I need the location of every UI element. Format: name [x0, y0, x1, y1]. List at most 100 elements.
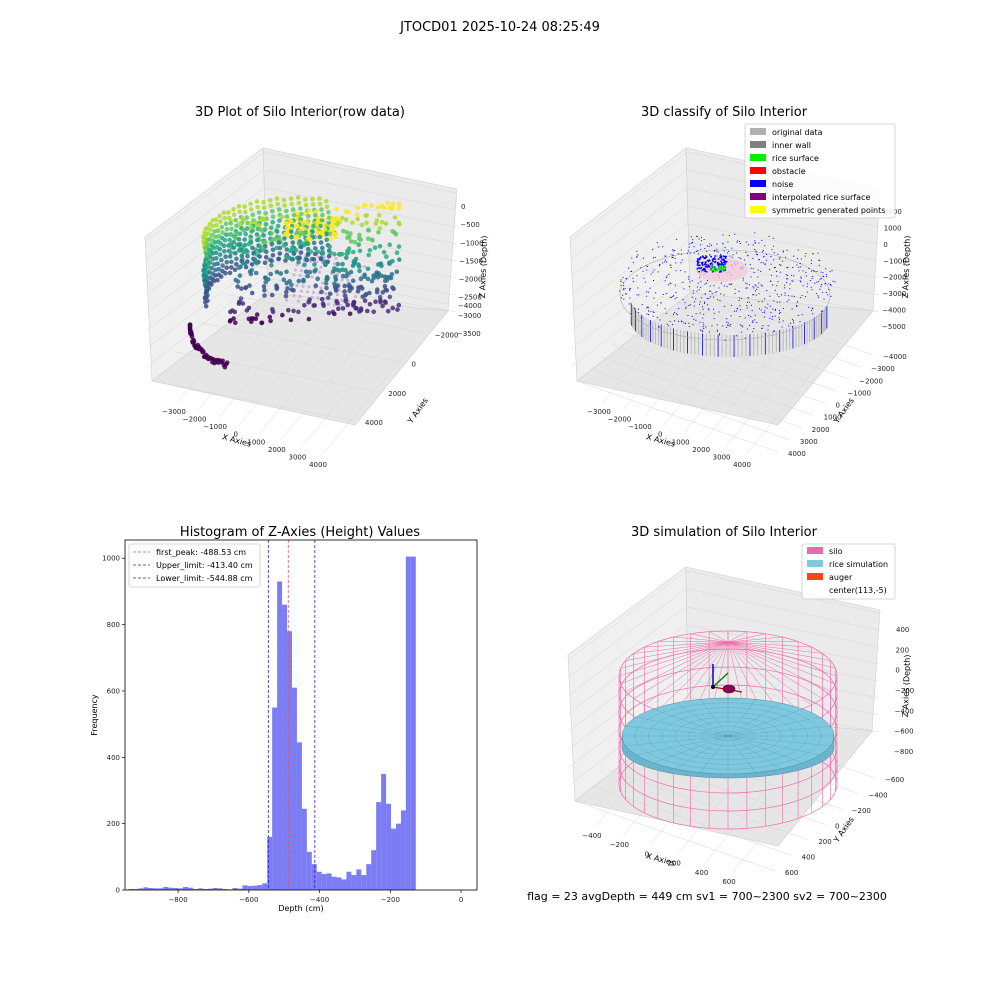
panel1-point — [390, 201, 396, 206]
panel2-noise-point — [674, 312, 675, 314]
panel2-noise-point — [720, 282, 722, 284]
panel1-point — [357, 309, 362, 314]
panel1-point — [237, 209, 242, 215]
panel2-noise-point — [682, 282, 684, 283]
panel1-point — [228, 221, 233, 226]
panel1-point — [323, 217, 329, 223]
panel2-noise-point — [716, 248, 718, 250]
panel2-noise-point — [622, 294, 624, 296]
panel2-noise-point — [792, 326, 793, 328]
silo-roof-line — [727, 641, 836, 685]
panel1-point — [292, 294, 296, 298]
panel2-noise-point — [799, 297, 801, 299]
panel1-point — [223, 221, 229, 226]
panel2-noise-point — [620, 281, 622, 282]
panel2-noise-point — [762, 251, 763, 253]
hist-ytick-label: 1000 — [102, 555, 120, 563]
panel2-noise-point — [805, 275, 807, 277]
panel2-noise-point — [804, 255, 806, 257]
panel2-noise-point — [752, 320, 753, 322]
panel1-point — [307, 269, 313, 275]
panel2-noise-point — [646, 291, 648, 293]
panel2-noise-point — [759, 308, 760, 310]
panel2-noise-point — [716, 324, 718, 326]
panel2-noise-point — [800, 281, 802, 283]
panel2-noise-point — [693, 246, 695, 248]
panel2-noise-point — [730, 324, 732, 326]
panel2-noise-point — [767, 329, 769, 331]
panel1-point — [268, 225, 274, 231]
panel2-noise-point — [744, 317, 746, 319]
panel2-noise-point — [658, 326, 660, 328]
panel2-noise-point — [644, 281, 646, 283]
panel1-point — [281, 197, 287, 203]
panel2-noise-point — [700, 248, 702, 250]
rice-mesh-line — [727, 708, 804, 737]
panel2-noise-point — [700, 244, 702, 246]
panel1-point — [261, 200, 266, 205]
panel1-xgrid-line — [321, 345, 413, 456]
panel1-ztick-label: −3500 — [457, 330, 481, 338]
panel1-point — [210, 251, 215, 256]
panel2-noise-point — [764, 312, 766, 314]
panel2-noise-point — [821, 310, 822, 312]
panel1-point — [306, 208, 312, 214]
panel2-noise-point — [825, 268, 827, 270]
panel1-point — [263, 211, 268, 216]
panel2-noise-point — [778, 258, 780, 260]
panel2-noise-point — [731, 256, 733, 258]
panel1-point — [289, 282, 294, 288]
panel2-noise-point — [738, 290, 740, 292]
panel1-point — [319, 207, 324, 212]
panel2-noise-point — [773, 331, 775, 333]
panel1-yticks: 4000 2000 0 −2000 −4000 — [365, 302, 482, 427]
panel2-noise-point — [745, 263, 747, 265]
panel4-legend-swatch — [807, 573, 823, 580]
panel2-noise-point — [706, 245, 708, 247]
panel2-noise-point — [731, 247, 733, 249]
panel2-noise-point — [770, 311, 772, 313]
panel2-noise-point — [823, 276, 825, 278]
panel2-noise-point — [781, 294, 782, 296]
panel2-noise-point — [714, 255, 716, 257]
hist-bar — [287, 631, 292, 890]
panel1-point — [288, 229, 294, 234]
hist-bar — [128, 889, 134, 890]
panel2-noise-point — [676, 297, 678, 299]
panel2-rice-point — [718, 268, 721, 271]
silo-roof-line — [727, 641, 823, 654]
panel2-noise-point — [688, 286, 690, 288]
panel1-scatter — [187, 195, 402, 370]
panel2-rice-point — [711, 267, 714, 270]
hist-bar — [148, 888, 154, 890]
panel2-zgrid-line — [687, 205, 880, 245]
panel2-noise-point — [646, 313, 648, 315]
panel2-noise-point — [808, 267, 810, 269]
panel2-noise-point — [646, 307, 648, 309]
panel2-noise-point — [698, 289, 700, 291]
panel2-noise-point — [822, 275, 824, 277]
panel1-point — [211, 223, 216, 229]
panel2-noise-point — [714, 292, 716, 294]
panel2-noise-point — [732, 254, 734, 256]
panel1-point — [270, 309, 276, 315]
panel4-ztick-label: 200 — [896, 646, 909, 654]
hist-xtick-label: −400 — [310, 896, 329, 904]
panel4-legend-swatch — [807, 547, 823, 554]
panel1-point — [376, 230, 381, 235]
panel1-point — [223, 254, 228, 259]
panel4-zgrid-line — [568, 678, 687, 768]
panel1-point — [234, 262, 239, 267]
panel2-noise-point — [726, 318, 728, 320]
panel1-point — [260, 228, 265, 234]
panel1-point — [291, 288, 296, 293]
panel1-point — [395, 307, 400, 312]
panel1-point — [385, 308, 391, 314]
panel1-point — [245, 253, 250, 259]
panel2-noise-point — [668, 284, 669, 286]
panel4-ytick-label: 400 — [802, 854, 815, 862]
panel2-noise-point — [777, 281, 779, 283]
panel2-noise-point — [739, 324, 741, 326]
panel2-noise-point — [781, 260, 783, 262]
panel2-noise-point — [672, 296, 674, 298]
